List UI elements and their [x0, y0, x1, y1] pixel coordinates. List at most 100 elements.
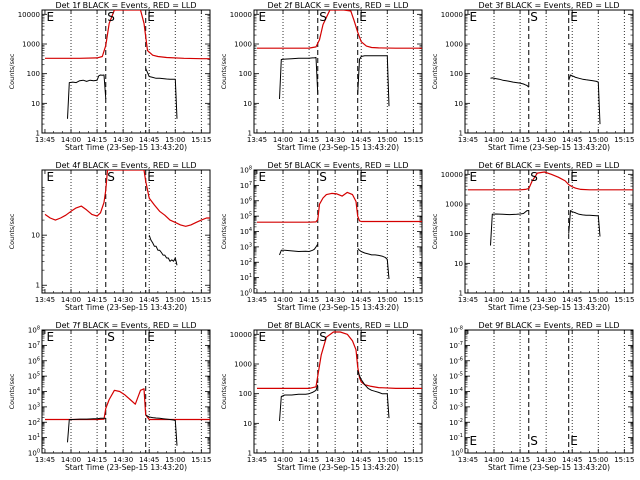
lld-series-line: [468, 171, 633, 191]
y-tick-label: 102: [240, 258, 252, 267]
event-marker-label: E: [147, 330, 155, 344]
event-marker-label: S: [107, 330, 115, 344]
panel-det-5f: Det 5f BLACK = Events, RED = LLD 13:45 14:…: [220, 161, 423, 312]
x-tick-label: 15:00: [588, 136, 608, 144]
x-tick-label: 14:15: [87, 456, 107, 464]
event-marker-label: E: [46, 10, 54, 24]
x-tick-label: 15:00: [377, 296, 397, 304]
x-axis-label: Start Time (23-Sep-15 13:43:20): [488, 303, 610, 312]
y-tick-label: 10: [454, 100, 463, 108]
y-tick-label: 108: [28, 326, 40, 335]
y-tick-label: 1: [459, 290, 463, 298]
y-tick-label: 108: [240, 166, 252, 175]
plot-frame: [41, 329, 211, 454]
x-tick-label: 14:00: [484, 296, 504, 304]
event-marker-label: E: [46, 170, 54, 184]
y-tick-label: 101: [28, 433, 40, 442]
y-tick-label: 10-8: [449, 326, 463, 335]
x-tick-label: 15:15: [403, 296, 423, 304]
y-tick-label: 101: [240, 273, 252, 282]
y-tick-label: 100: [27, 70, 40, 78]
event-marker-label: E: [359, 170, 367, 184]
y-axis-label: Counts/sec: [8, 53, 16, 89]
x-axis-label: Start Time (23-Sep-15 13:43:20): [65, 463, 187, 472]
x-tick-label: 14:45: [562, 296, 582, 304]
x-tick-label: 14:30: [325, 136, 345, 144]
lld-series-line: [257, 191, 422, 223]
event-marker-label: E: [469, 10, 477, 24]
y-tick-label: 10-1: [449, 433, 463, 442]
x-tick-label: 15:00: [588, 296, 608, 304]
event-marker-label: E: [258, 170, 266, 184]
panel-det-4f: Det 4f BLACK = Events, RED = LLD 13:45 14:…: [8, 161, 211, 312]
x-tick-label: 14:45: [351, 136, 371, 144]
events-series-line: [145, 414, 178, 446]
x-tick-label: 14:30: [536, 456, 556, 464]
y-tick-label: 106: [240, 196, 252, 205]
x-tick-label: 15:00: [377, 456, 397, 464]
panel-title: Det 4f BLACK = Events, RED = LLD: [55, 161, 196, 170]
y-axis-label: Counts/sec: [220, 373, 228, 409]
event-marker-label: E: [359, 330, 367, 344]
x-tick-label: 14:00: [484, 456, 504, 464]
y-tick-label: 10: [454, 260, 463, 268]
x-tick-label: 14:15: [299, 296, 319, 304]
y-tick-label: 1000: [445, 201, 463, 209]
x-tick-label: 14:00: [273, 296, 293, 304]
x-tick-label: 15:15: [614, 136, 634, 144]
x-tick-label: 14:30: [113, 456, 133, 464]
plot-frame: [253, 9, 423, 134]
y-axis-label: Counts/sec: [431, 373, 439, 409]
events-series-line: [490, 77, 530, 88]
x-tick-label: 14:30: [325, 296, 345, 304]
x-tick-label: 13:45: [35, 296, 55, 304]
y-tick-label: 1: [248, 130, 252, 138]
y-tick-label: 100: [28, 449, 40, 458]
events-series-line: [67, 417, 106, 443]
x-tick-label: 14:45: [351, 296, 371, 304]
x-tick-label: 14:30: [113, 136, 133, 144]
y-tick-label: 10-6: [449, 356, 463, 365]
x-tick-label: 14:45: [139, 456, 159, 464]
x-tick-label: 15:15: [191, 296, 211, 304]
events-series-line: [279, 243, 319, 256]
y-axis-label: Counts/sec: [8, 213, 16, 249]
y-tick-label: 10000: [18, 11, 40, 19]
x-tick-label: 14:00: [61, 136, 81, 144]
y-tick-label: 10-4: [449, 387, 463, 396]
x-tick-label: 14:00: [273, 456, 293, 464]
panel-title: Det 7f BLACK = Events, RED = LLD: [55, 321, 196, 330]
y-tick-label: 1000: [234, 361, 252, 369]
panel-det-1f: Det 1f BLACK = Events, RED = LLD 13:45 14:…: [8, 1, 211, 152]
x-tick-label: 14:30: [536, 136, 556, 144]
panel-det-2f: Det 2f BLACK = Events, RED = LLD 13:45 14:…: [220, 1, 423, 152]
plot-frame: [41, 169, 211, 294]
y-tick-label: 10-3: [449, 402, 463, 411]
x-tick-label: 14:00: [484, 136, 504, 144]
events-series-line: [148, 235, 178, 266]
x-tick-label: 15:15: [403, 136, 423, 144]
event-marker-label: S: [530, 170, 538, 184]
x-axis-label: Start Time (23-Sep-15 13:43:20): [65, 143, 187, 152]
x-tick-label: 15:15: [614, 296, 634, 304]
y-tick-label: 10: [31, 100, 40, 108]
x-tick-label: 14:30: [536, 296, 556, 304]
y-axis-label: Counts/sec: [8, 373, 16, 409]
series-group: [257, 191, 422, 280]
y-tick-label: 107: [28, 341, 40, 350]
event-marker-label: S: [319, 330, 327, 344]
events-series-line: [279, 384, 319, 422]
panel-title: Det 2f BLACK = Events, RED = LLD: [267, 1, 408, 10]
y-tick-label: 100: [451, 449, 463, 458]
y-tick-label: 100: [240, 289, 252, 298]
y-tick-label: 10000: [441, 171, 463, 179]
y-axis-label: Counts/sec: [431, 213, 439, 249]
panel-title: Det 8f BLACK = Events, RED = LLD: [267, 321, 408, 330]
x-axis-label: Start Time (23-Sep-15 13:43:20): [277, 303, 399, 312]
events-series-line: [357, 248, 390, 280]
x-tick-label: 14:45: [562, 456, 582, 464]
lld-series-line: [45, 388, 210, 421]
plot-frame: [253, 169, 423, 294]
event-marker-label: S: [319, 170, 327, 184]
x-tick-label: 14:15: [510, 136, 530, 144]
